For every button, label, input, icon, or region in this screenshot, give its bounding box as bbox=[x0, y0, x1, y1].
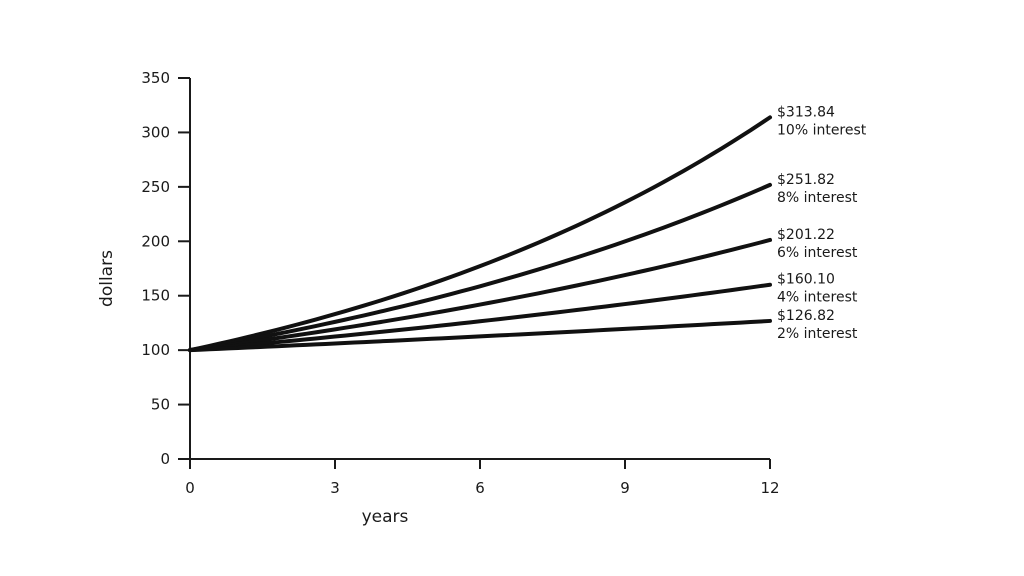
series-name-label: 2% interest bbox=[777, 326, 858, 342]
axes: 0 50 100 150 200 250 300 350 0 3 6 9 12 bbox=[141, 69, 779, 497]
end-value-label: $251.82 bbox=[777, 172, 835, 188]
end-annotations: $313.84 10% interest $251.82 8% interest $20… bbox=[777, 104, 867, 342]
y-tick-label: 0 bbox=[160, 450, 170, 468]
end-value-label: $313.84 bbox=[777, 104, 835, 120]
series-line bbox=[188, 115, 772, 353]
y-tick-label: 250 bbox=[141, 178, 170, 196]
y-axis-title: dollars bbox=[97, 250, 117, 307]
y-tick-label: 100 bbox=[141, 341, 170, 359]
series-name-label: 6% interest bbox=[777, 245, 858, 261]
x-tick-label: 6 bbox=[475, 479, 485, 497]
end-value-label: $201.22 bbox=[777, 227, 835, 243]
series-line bbox=[188, 237, 772, 353]
x-tick-label: 9 bbox=[620, 479, 630, 497]
end-value-label: $160.10 bbox=[777, 272, 835, 288]
series-line bbox=[188, 318, 772, 353]
series-lines bbox=[188, 115, 772, 353]
y-tick-label: 150 bbox=[141, 287, 170, 305]
x-tick-label: 3 bbox=[330, 479, 340, 497]
x-tick-label: 0 bbox=[185, 479, 195, 497]
y-tick-label: 50 bbox=[151, 396, 170, 414]
x-axis-title: years bbox=[362, 507, 409, 527]
series-name-label: 4% interest bbox=[777, 290, 858, 306]
series-line bbox=[188, 282, 772, 353]
y-tick-label: 300 bbox=[141, 123, 170, 141]
end-value-label: $126.82 bbox=[777, 308, 835, 324]
series-line bbox=[188, 182, 772, 353]
x-tick-label: 12 bbox=[760, 479, 779, 497]
x-ticks: 0 3 6 9 12 bbox=[185, 459, 780, 497]
series-name-label: 8% interest bbox=[777, 190, 858, 206]
series-name-label: 10% interest bbox=[777, 122, 867, 138]
y-tick-label: 200 bbox=[141, 232, 170, 250]
y-tick-label: 350 bbox=[141, 69, 170, 87]
y-ticks: 0 50 100 150 200 250 300 350 bbox=[141, 69, 190, 468]
